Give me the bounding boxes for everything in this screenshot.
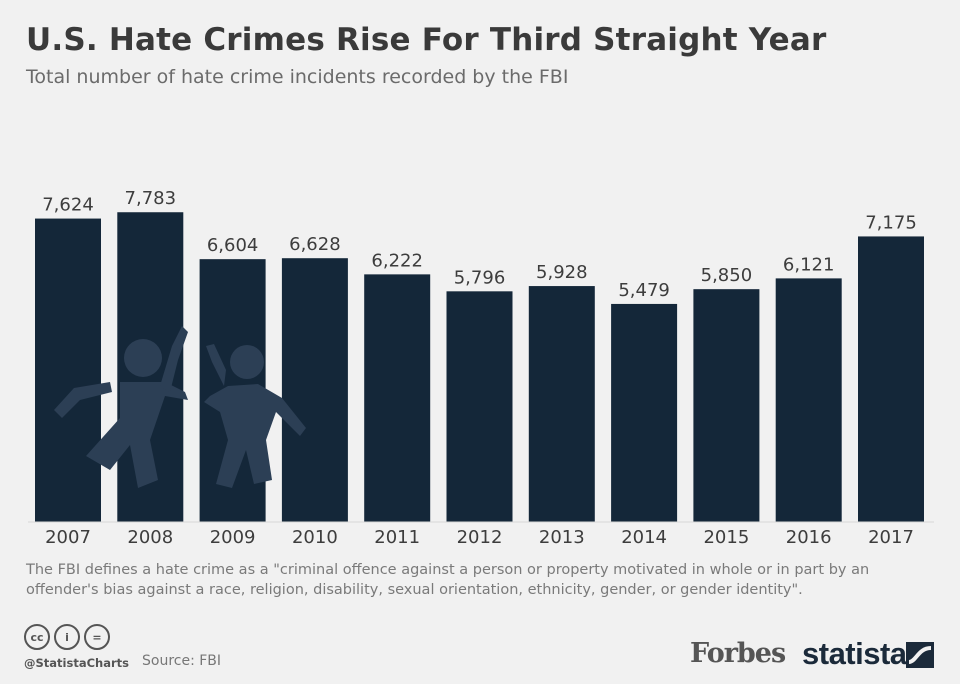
tick-label-2016: 2016 xyxy=(786,527,832,548)
statista-logo-icon xyxy=(906,642,934,668)
footnote: The FBI defines a hate crime as a "crimi… xyxy=(26,562,870,598)
value-label-2011: 6,222 xyxy=(371,250,423,271)
bar-2010 xyxy=(281,258,348,522)
statista-logo-text: statista xyxy=(802,636,907,671)
bar-2011 xyxy=(364,274,431,522)
value-label-2016: 6,121 xyxy=(783,254,835,275)
bar-2015 xyxy=(693,289,760,522)
value-label-2009: 6,604 xyxy=(207,235,259,256)
forbes-logo: Forbes xyxy=(690,638,786,669)
value-label-2017: 7,175 xyxy=(865,212,917,233)
value-label-2015: 5,850 xyxy=(701,265,753,286)
bar-2016 xyxy=(775,278,842,522)
tick-label-2008: 2008 xyxy=(127,527,173,548)
tick-label-2012: 2012 xyxy=(457,527,503,548)
value-label-2012: 5,796 xyxy=(454,267,506,288)
figures-illustration-icon xyxy=(54,326,306,488)
bar-2012 xyxy=(446,291,513,522)
license-icons: cc i = xyxy=(24,624,110,650)
bar-2007 xyxy=(35,218,101,522)
bar-2013 xyxy=(528,286,595,522)
value-label-2014: 5,479 xyxy=(618,280,670,301)
tick-label-2014: 2014 xyxy=(621,527,667,548)
tick-label-2013: 2013 xyxy=(539,527,585,548)
value-label-2007: 7,624 xyxy=(42,195,94,216)
bar-2014 xyxy=(611,303,678,522)
creative-commons-icon: cc xyxy=(24,624,50,650)
tick-label-2015: 2015 xyxy=(703,527,749,548)
bar-chart: 7,624 7,783 6,604 6,628 6,222 5,796 5,928 5,479… xyxy=(28,188,934,548)
tick-label-2011: 2011 xyxy=(374,527,420,548)
bar-2017 xyxy=(858,236,924,522)
tick-label-2010: 2010 xyxy=(292,527,338,548)
tick-label-2009: 2009 xyxy=(210,527,256,548)
no-derivatives-icon: = xyxy=(84,624,110,650)
chart-subtitle: Total number of hate crime incidents rec… xyxy=(26,66,569,88)
statista-handle[interactable]: @StatistaCharts xyxy=(24,656,129,670)
bars-group: 7,624 7,783 6,604 6,628 6,222 5,796 5,928 5,479… xyxy=(35,188,924,522)
source-label: Source: FBI xyxy=(142,653,222,669)
value-label-2010: 6,628 xyxy=(289,234,341,255)
x-axis-ticks: 2007 2008 2009 2010 2011 2012 2013 2014 2015 2016… xyxy=(45,527,914,548)
tick-label-2017: 2017 xyxy=(868,527,914,548)
attribution-icon: i xyxy=(54,624,80,650)
tick-label-2007: 2007 xyxy=(45,527,91,548)
value-label-2008: 7,783 xyxy=(125,188,177,209)
chart-title: U.S. Hate Crimes Rise For Third Straight… xyxy=(26,22,827,58)
value-label-2013: 5,928 xyxy=(536,262,588,283)
